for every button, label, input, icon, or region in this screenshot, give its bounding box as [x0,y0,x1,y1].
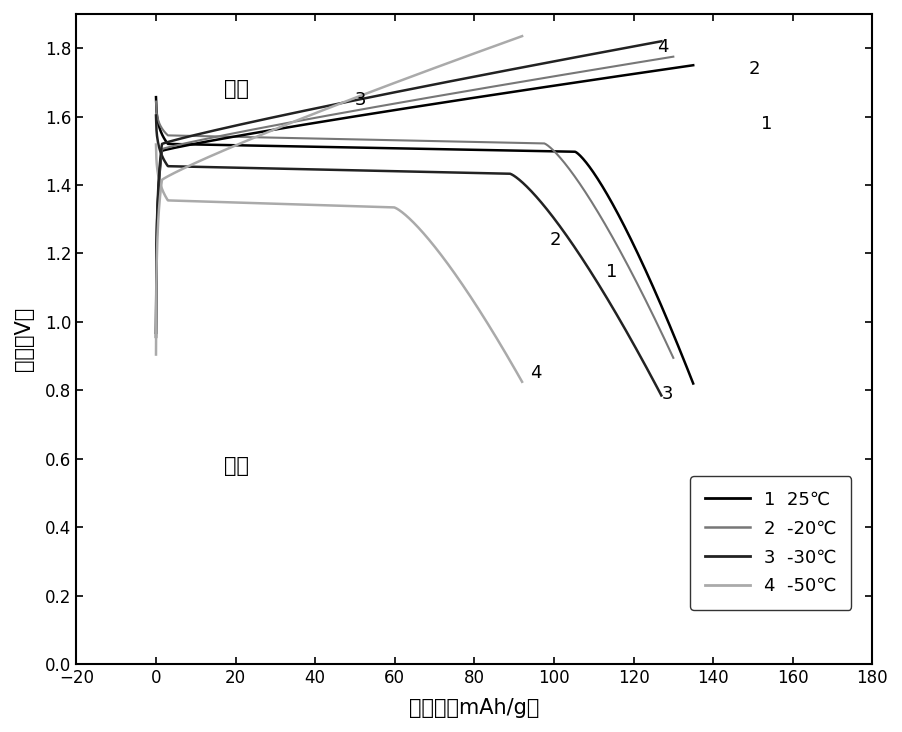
X-axis label: 比容量（mAh/g）: 比容量（mAh/g） [410,698,539,718]
Text: 3: 3 [355,91,366,108]
Y-axis label: 电压（V）: 电压（V） [14,307,34,371]
Text: 4: 4 [530,365,541,382]
Text: 放电: 放电 [224,79,249,99]
Text: 充电: 充电 [224,456,249,477]
Text: 4: 4 [658,37,669,56]
Text: 1: 1 [761,114,772,132]
Text: 2: 2 [749,60,760,78]
Legend: 1  25℃, 2  -20℃, 3  -30℃, 4  -50℃: 1 25℃, 2 -20℃, 3 -30℃, 4 -50℃ [690,477,851,610]
Text: 2: 2 [550,231,561,249]
Text: 1: 1 [605,264,617,281]
Text: 3: 3 [661,385,673,403]
